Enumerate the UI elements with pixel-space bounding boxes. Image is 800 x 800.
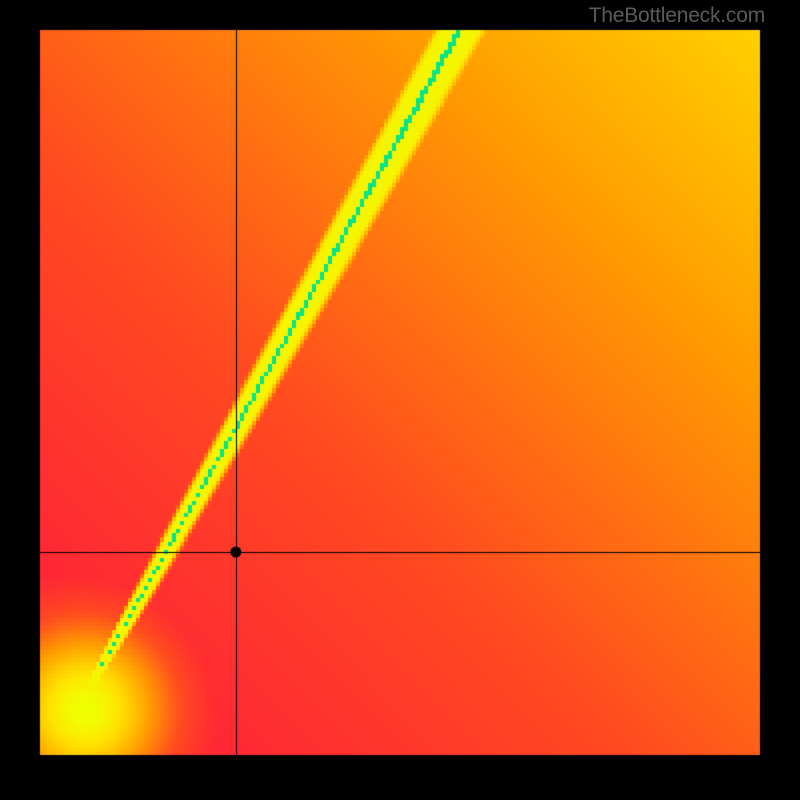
watermark-text: TheBottleneck.com <box>589 4 765 28</box>
heatmap-canvas <box>0 0 800 800</box>
chart-container: TheBottleneck.com <box>0 0 800 800</box>
